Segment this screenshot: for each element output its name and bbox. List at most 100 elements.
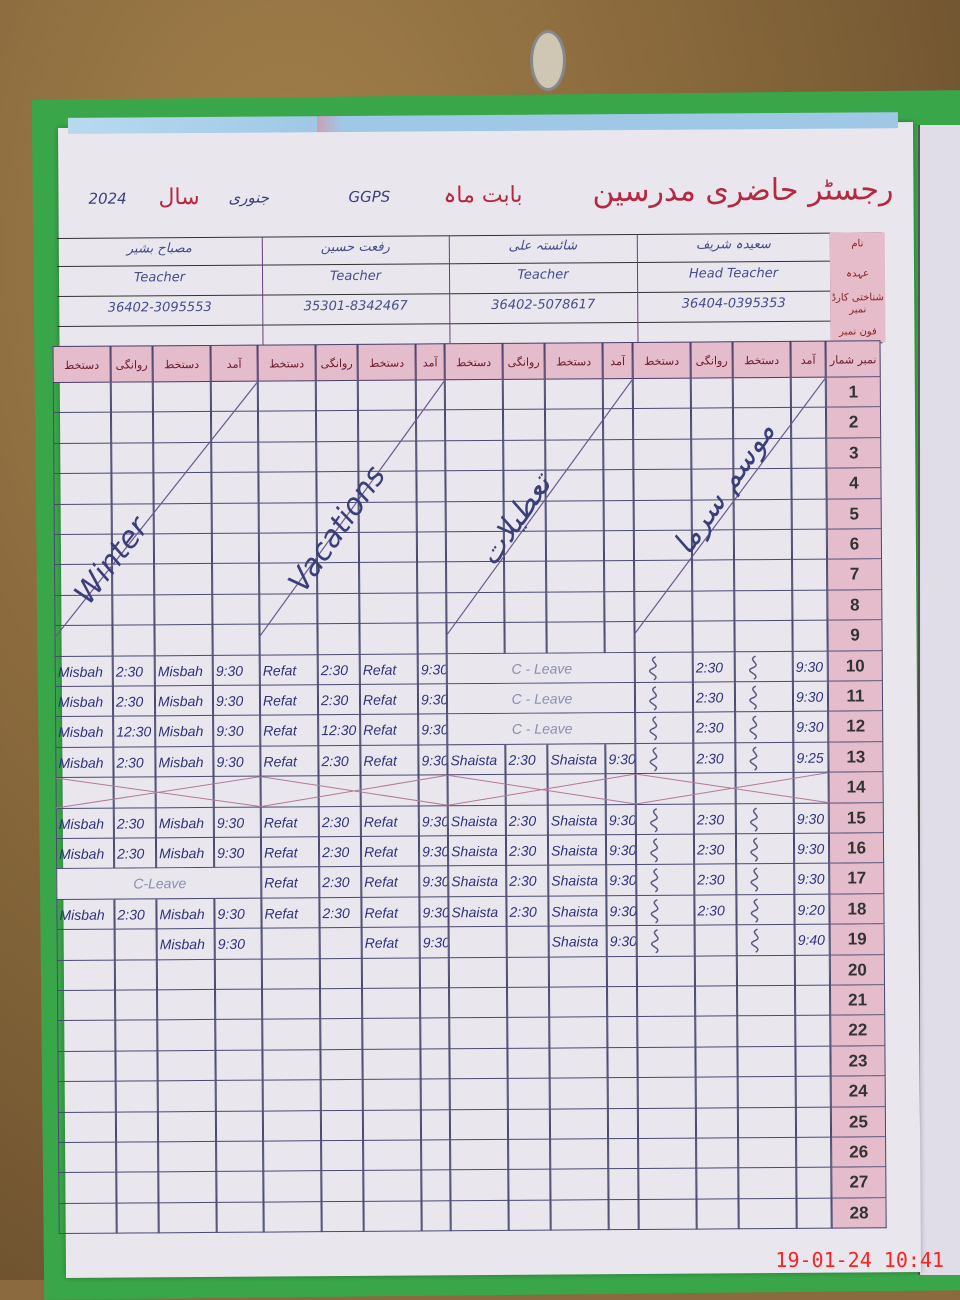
attendance-cell[interactable] — [795, 1107, 832, 1138]
attendance-cell[interactable] — [796, 1198, 832, 1230]
attendance-cell[interactable] — [57, 1051, 116, 1083]
attendance-cell[interactable] — [362, 988, 421, 1020]
attendance-cell[interactable]: Shaista — [447, 805, 506, 837]
attendance-cell[interactable] — [262, 1110, 322, 1142]
attendance-cell[interactable] — [214, 959, 263, 990]
attendance-cell[interactable] — [320, 1019, 363, 1050]
attendance-cell[interactable] — [362, 1110, 422, 1141]
attendance-cell[interactable] — [261, 958, 321, 990]
attendance-cell[interactable]: 9:40 — [794, 924, 830, 956]
attendance-cell[interactable] — [216, 1202, 264, 1234]
attendance-cell[interactable] — [262, 1080, 321, 1112]
attendance-cell[interactable]: 2:30 — [692, 682, 736, 713]
attendance-cell[interactable] — [548, 956, 608, 988]
attendance-cell[interactable] — [508, 1139, 551, 1171]
attendance-cell[interactable]: 9:30 — [418, 805, 448, 837]
attendance-cell[interactable] — [448, 957, 508, 989]
attendance-cell[interactable]: 9:30 — [605, 834, 637, 866]
attendance-cell[interactable] — [737, 1107, 797, 1139]
attendance-cell[interactable]: Refat — [360, 806, 419, 837]
attendance-cell[interactable]: 2:30 — [112, 686, 156, 718]
attendance-cell[interactable]: 2:30 — [318, 806, 361, 838]
attendance-cell[interactable] — [57, 1081, 116, 1113]
attendance-cell[interactable] — [319, 928, 362, 959]
attendance-cell[interactable] — [694, 925, 737, 957]
attendance-cell[interactable] — [58, 1173, 117, 1204]
attendance-cell[interactable]: Refat — [260, 806, 319, 838]
attendance-cell[interactable] — [637, 1047, 696, 1079]
attendance-cell[interactable] — [736, 894, 795, 926]
attendance-cell[interactable] — [736, 864, 795, 896]
attendance-cell[interactable] — [114, 959, 158, 991]
attendance-cell[interactable] — [636, 895, 695, 927]
attendance-cell[interactable] — [216, 1171, 264, 1203]
attendance-cell[interactable] — [634, 682, 694, 714]
attendance-cell[interactable] — [58, 1142, 117, 1174]
attendance-cell[interactable]: Misbah — [56, 899, 115, 931]
attendance-cell[interactable]: 2:30 — [318, 836, 362, 868]
attendance-cell[interactable] — [57, 1112, 117, 1144]
attendance-cell[interactable] — [549, 987, 608, 1018]
attendance-cell[interactable]: 2:30 — [505, 805, 548, 836]
attendance-cell[interactable]: 9:30 — [212, 685, 261, 717]
attendance-cell[interactable] — [215, 1111, 264, 1142]
attendance-cell[interactable] — [637, 1077, 696, 1109]
attendance-cell[interactable]: 2:30 — [506, 896, 549, 928]
attendance-cell[interactable] — [795, 1016, 831, 1047]
attendance-cell[interactable] — [449, 987, 508, 1019]
attendance-cell[interactable]: Misbah — [155, 837, 215, 869]
attendance-cell[interactable] — [507, 1109, 551, 1140]
attendance-cell[interactable] — [734, 681, 794, 713]
attendance-cell[interactable] — [735, 712, 794, 744]
attendance-cell[interactable] — [156, 959, 216, 991]
attendance-cell[interactable] — [796, 1137, 832, 1169]
attendance-cell[interactable] — [420, 1018, 450, 1050]
attendance-cell[interactable] — [549, 1108, 609, 1140]
attendance-cell[interactable]: Shaista — [547, 835, 607, 866]
attendance-cell[interactable]: 9:30 — [606, 895, 637, 927]
attendance-cell[interactable] — [608, 1169, 639, 1200]
attendance-cell[interactable] — [796, 1168, 832, 1199]
attendance-cell[interactable]: Shaista — [448, 866, 507, 898]
attendance-cell[interactable] — [737, 1046, 796, 1078]
attendance-cell[interactable] — [215, 1019, 263, 1051]
attendance-cell[interactable] — [114, 929, 157, 961]
attendance-cell[interactable] — [321, 1201, 364, 1233]
attendance-cell[interactable] — [637, 986, 696, 1018]
attendance-cell[interactable] — [738, 1168, 797, 1200]
attendance-cell[interactable]: 9:30 — [794, 864, 830, 895]
attendance-cell[interactable]: 9:30 — [419, 866, 449, 898]
attendance-cell[interactable] — [58, 1203, 117, 1235]
attendance-cell[interactable] — [262, 1019, 321, 1051]
attendance-cell[interactable] — [695, 1107, 739, 1139]
attendance-cell[interactable] — [508, 1200, 551, 1232]
attendance-cell[interactable] — [321, 1171, 364, 1202]
attendance-cell[interactable]: 9:30 — [605, 743, 636, 775]
attendance-cell[interactable]: Refat — [359, 684, 419, 716]
attendance-cell[interactable]: Refat — [260, 837, 320, 868]
attendance-cell[interactable] — [507, 1017, 550, 1049]
attendance-cell[interactable] — [694, 955, 738, 987]
attendance-cell[interactable] — [157, 1081, 216, 1112]
attendance-cell[interactable] — [734, 651, 793, 683]
attendance-cell[interactable]: Shaista — [548, 895, 607, 927]
attendance-cell[interactable] — [262, 989, 321, 1020]
attendance-cell[interactable] — [115, 990, 158, 1022]
attendance-cell[interactable]: 9:30 — [418, 836, 449, 867]
attendance-cell[interactable]: 9:30 — [214, 898, 262, 930]
attendance-cell[interactable] — [795, 1076, 831, 1108]
attendance-cell[interactable]: Refat — [361, 927, 420, 959]
attendance-cell[interactable] — [737, 985, 796, 1017]
attendance-cell[interactable] — [695, 986, 738, 1017]
attendance-cell[interactable]: Misbah — [155, 716, 214, 748]
attendance-cell[interactable] — [608, 1199, 639, 1231]
attendance-cell[interactable]: Refat — [361, 866, 420, 898]
attendance-cell[interactable]: Refat — [260, 745, 319, 777]
attendance-cell[interactable]: 2:30 — [113, 807, 156, 839]
attendance-cell[interactable] — [638, 1199, 697, 1231]
attendance-cell[interactable]: Shaista — [547, 743, 606, 775]
attendance-cell[interactable] — [261, 928, 320, 960]
attendance-cell[interactable]: 2:30 — [114, 899, 157, 930]
attendance-cell[interactable] — [606, 956, 638, 988]
attendance-cell[interactable] — [635, 834, 695, 866]
